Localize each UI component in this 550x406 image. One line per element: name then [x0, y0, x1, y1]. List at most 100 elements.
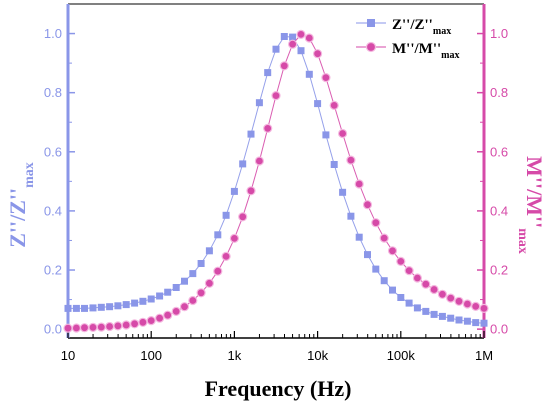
m-data-point: [213, 266, 223, 276]
x-ticks: 10 100 1k 10k 100k 1M: [61, 331, 493, 363]
m-data-point: [421, 279, 431, 289]
legend-label-m-sub: max: [441, 50, 459, 61]
z-data-point: [181, 277, 188, 285]
m-data-point: [412, 273, 422, 283]
z-data-point: [447, 314, 455, 322]
m-data-point: [146, 316, 156, 326]
legend-label-z-main: Z''/Z'': [392, 17, 433, 33]
right-y-tick-label: 0.4: [490, 203, 508, 218]
z-data-point: [422, 307, 430, 315]
m-data-point: [346, 155, 356, 165]
z-data-point: [222, 211, 230, 219]
z-data-point: [122, 301, 130, 309]
z-data-point: [89, 304, 97, 312]
z-data-point: [297, 47, 305, 55]
left-y-tick-label: 0.4: [44, 203, 62, 218]
x-tick-label: 1M: [475, 348, 493, 363]
x-tick-label: 100: [140, 348, 162, 363]
m-data-point: [354, 179, 364, 189]
m-data-point: [204, 278, 214, 288]
m-data-point: [96, 322, 106, 332]
m-data-point: [130, 319, 140, 329]
left-y-axis-label-main: Z''/Z'': [5, 188, 30, 248]
z-data-point: [322, 131, 330, 139]
right-y-ticks: 0.0 0.2 0.4 0.6 0.8 1.0: [477, 26, 508, 337]
z-data-point: [214, 231, 222, 239]
m-data-point: [387, 246, 398, 256]
z-data-point: [189, 270, 197, 278]
z-data-point: [147, 295, 155, 303]
z-data-point: [480, 319, 488, 327]
right-y-tick-label: 0.0: [490, 322, 508, 337]
m-data-point: [238, 212, 248, 222]
z-data-point: [197, 260, 205, 267]
m-data-point: [271, 90, 281, 101]
right-y-tick-label: 0.6: [490, 144, 508, 159]
z-data-point: [380, 277, 388, 285]
x-tick-label: 10k: [307, 348, 328, 363]
left-y-axis-label-sub: max: [22, 162, 37, 188]
z-data-point: [131, 299, 139, 307]
m-data-point: [138, 317, 148, 327]
m-data-point: [179, 302, 190, 312]
z-data-point: [172, 284, 180, 291]
series-layer: [63, 29, 489, 333]
m-data-point: [163, 310, 173, 320]
x-axis-label: Frequency (Hz): [205, 376, 352, 401]
m-data-point: [446, 293, 456, 303]
z-data-point: [280, 33, 288, 40]
m-data-point: [404, 266, 414, 276]
m-data-point: [362, 200, 373, 210]
m-data-point: [63, 323, 73, 333]
z-data-point: [81, 304, 88, 312]
z-data-point: [339, 188, 347, 196]
m-data-point: [104, 321, 115, 332]
m-data-point: [254, 156, 264, 166]
m-data-point: [379, 233, 389, 243]
z-data-point: [230, 187, 238, 195]
z-data-point: [430, 310, 438, 318]
z-data-point: [97, 303, 105, 311]
z-data-point: [289, 33, 297, 41]
m-data-point: [471, 301, 481, 311]
m-data-point: [321, 72, 331, 83]
right-y-tick-label: 0.2: [490, 263, 508, 278]
z-data-point: [139, 297, 147, 305]
m-data-point: [437, 289, 447, 299]
z-data-point: [330, 161, 338, 168]
left-y-tick-label: 1.0: [44, 26, 62, 41]
m-data-point: [71, 323, 82, 333]
z-data-point: [397, 294, 405, 301]
m-data-point: [221, 251, 231, 261]
z-data-point: [472, 319, 480, 327]
m-data-point: [329, 100, 339, 111]
m-data-point: [188, 295, 198, 306]
m-data-point: [246, 186, 256, 196]
z-data-point: [239, 160, 247, 168]
m-data-point: [462, 299, 472, 309]
m-data-point: [113, 321, 123, 331]
z-data-point: [405, 299, 413, 307]
z-data-point: [72, 304, 80, 312]
right-y-axis-label: M''/M''max: [515, 156, 547, 254]
left-y-tick-label: 0.6: [44, 144, 62, 159]
m-data-point: [79, 323, 90, 333]
right-y-tick-label: 1.0: [490, 26, 508, 41]
z-data-point: [389, 286, 396, 294]
right-y-axis-label-main: M''/M'': [522, 156, 547, 228]
left-y-tick-label: 0.0: [44, 322, 62, 337]
z-data-point: [305, 70, 313, 78]
z-data-point: [463, 317, 471, 325]
z-data-point: [205, 247, 213, 255]
z-data-point: [114, 302, 122, 310]
m-data-point: [171, 306, 181, 316]
z-data-point: [264, 69, 272, 77]
m-data-point: [479, 303, 489, 313]
m-data-point: [121, 320, 131, 330]
x-tick-label: 100k: [387, 348, 416, 363]
m-data-point: [263, 123, 273, 133]
z-data-point: [164, 288, 172, 296]
z-data-point: [413, 304, 421, 312]
z-data-point: [347, 212, 355, 220]
